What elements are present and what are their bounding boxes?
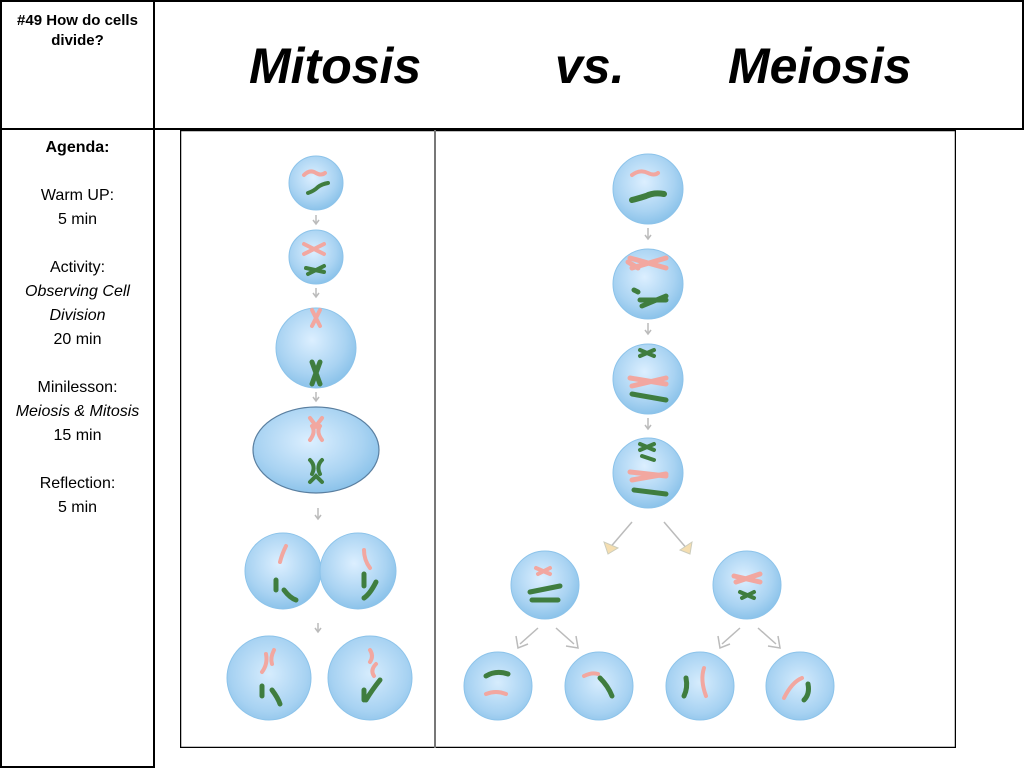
meiosis-gamete-1	[463, 651, 533, 721]
chromosome-paternal	[309, 359, 323, 387]
chromosome-maternal	[260, 648, 276, 674]
topic-box: #49 How do cells divide?	[0, 0, 155, 130]
arrow-head-icon	[603, 541, 620, 555]
mitosis-daughter-cells	[226, 635, 413, 721]
agenda-item-label: Activity:	[49, 259, 106, 276]
title-meiosis: Meiosis	[728, 38, 912, 94]
topic-text: #49 How do cells divide?	[17, 12, 138, 49]
chromosome-paternal	[638, 348, 656, 358]
cell-division-diagram	[180, 130, 956, 748]
mitosis-column	[226, 155, 413, 721]
agenda-item-duration: 5 min	[57, 211, 98, 228]
chromosome-maternal	[302, 242, 326, 256]
chromosome-maternal	[310, 308, 322, 328]
chromosome-maternal	[731, 571, 763, 585]
meiosis-gamete-3	[665, 651, 735, 721]
chromosome-paternal	[306, 181, 330, 195]
mitosis-cell-metaphase	[275, 307, 357, 389]
chromosome-maternal	[700, 666, 708, 698]
chromosome-paternal	[638, 442, 656, 462]
agenda-item-label: Warm UP:	[40, 187, 115, 204]
arrow-diagonal-icon	[717, 627, 741, 650]
agenda-item-activity: Activity: Observing Cell Division 20 min	[2, 256, 153, 352]
chromosome-paternal	[801, 681, 811, 703]
title-mitosis: Mitosis	[249, 38, 422, 94]
chromosome-maternal	[484, 690, 508, 696]
arrow-diagonal-icon	[663, 521, 689, 551]
arrow-down-icon	[312, 288, 320, 299]
chromosome-maternal	[278, 544, 288, 564]
chromosome-paternal	[629, 391, 669, 403]
meiosis-cell-prophase1	[612, 248, 684, 320]
arrow-down-icon	[312, 392, 320, 403]
arrow-down-icon	[314, 623, 322, 634]
meiosis-cell-anaphase1	[612, 437, 684, 509]
meiosis-gamete-2	[564, 651, 634, 721]
chromosome-paternal	[308, 458, 324, 484]
agenda-item-label: Reflection:	[39, 475, 116, 492]
meiosis-cell-metaphase1	[612, 343, 684, 415]
agenda-item-detail: Observing Cell Division	[25, 283, 130, 324]
arrow-diagonal-icon	[515, 627, 539, 650]
chromosome-paternal	[629, 190, 667, 203]
chromosome-paternal	[631, 287, 669, 309]
agenda-item-duration: 15 min	[53, 427, 102, 444]
chromosome-maternal	[368, 648, 378, 678]
chromosome-maternal	[625, 255, 669, 271]
meiosis-column	[463, 153, 835, 721]
chromosome-maternal	[362, 548, 372, 570]
chromosome-maternal	[582, 671, 600, 678]
meiosis-gamete-4	[765, 651, 835, 721]
chromosome-maternal	[308, 416, 324, 442]
meiosis-cell-interphase	[612, 153, 684, 225]
title-box: Mitosis vs. Meiosis	[153, 0, 1024, 130]
chromosome-paternal	[483, 669, 511, 679]
chromosome-maternal	[302, 169, 327, 177]
agenda-panel: Agenda: Warm UP: 5 min Activity: Observi…	[0, 128, 155, 768]
mitosis-cell-anaphase	[252, 406, 380, 494]
agenda-item-reflection: Reflection: 5 min	[2, 472, 153, 520]
chromosome-paternal	[361, 677, 383, 703]
chromosome-paternal	[361, 571, 379, 601]
arrow-diagonal-icon	[555, 627, 579, 649]
meiosis-cell-meiosis2-right	[712, 550, 782, 620]
chromosome-maternal	[630, 169, 660, 177]
arrow-down-icon	[312, 215, 320, 226]
mitosis-cell-interphase	[288, 155, 344, 211]
arrow-diagonal-icon	[757, 627, 781, 649]
chromosome-maternal	[627, 469, 669, 483]
chromosome-maternal	[782, 676, 804, 700]
chromosome-paternal	[527, 583, 563, 603]
mitosis-cell-telophase	[244, 532, 397, 610]
arrow-down-icon	[314, 508, 322, 521]
chromosome-maternal	[627, 375, 669, 389]
agenda-item-detail: Meiosis & Mitosis	[15, 403, 140, 420]
mitosis-cell-prophase	[288, 229, 344, 285]
agenda-item-duration: 20 min	[53, 331, 102, 348]
chromosome-paternal	[631, 487, 669, 497]
agenda-item-label: Minilesson:	[37, 379, 118, 396]
arrow-down-icon	[644, 418, 652, 431]
chromosome-paternal	[681, 675, 690, 699]
chromosome-paternal	[273, 577, 299, 603]
title-vs: vs.	[555, 38, 625, 94]
arrow-head-icon	[678, 540, 693, 555]
chromosome-maternal	[534, 566, 552, 576]
agenda-item-minilesson: Minilesson: Meiosis & Mitosis 15 min	[2, 376, 153, 448]
meiosis-cell-meiosis2-left	[510, 550, 580, 620]
agenda-heading: Agenda:	[45, 139, 110, 156]
agenda-item-duration: 5 min	[57, 499, 98, 516]
arrow-down-icon	[644, 323, 652, 336]
chromosome-paternal	[304, 264, 326, 276]
arrow-down-icon	[644, 228, 652, 241]
chromosome-paternal	[738, 590, 756, 600]
chromosome-paternal	[259, 683, 283, 707]
chromosome-paternal	[597, 675, 615, 699]
agenda-item-warmup: Warm UP: 5 min	[2, 184, 153, 232]
